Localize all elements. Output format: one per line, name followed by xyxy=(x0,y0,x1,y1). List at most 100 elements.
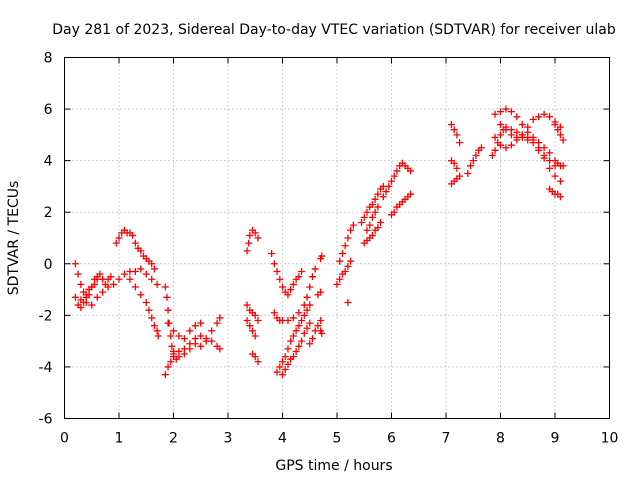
data-point xyxy=(213,319,221,327)
data-point xyxy=(153,280,161,288)
data-point xyxy=(344,298,352,306)
data-point xyxy=(341,242,349,250)
plot-frame xyxy=(64,57,610,419)
data-point xyxy=(513,113,521,121)
data-point xyxy=(318,329,326,337)
data-point xyxy=(99,288,107,296)
data-point xyxy=(306,301,314,309)
data-point xyxy=(164,363,172,371)
data-point xyxy=(208,327,216,335)
data-point xyxy=(276,275,284,283)
data-point xyxy=(507,141,515,149)
data-point xyxy=(368,213,376,221)
series-arc-14 xyxy=(268,249,306,299)
data-point xyxy=(279,371,286,379)
data-point xyxy=(502,144,510,152)
data-point xyxy=(368,231,376,239)
data-point xyxy=(450,159,458,167)
data-point xyxy=(317,317,325,325)
data-point xyxy=(268,249,276,257)
data-point xyxy=(243,247,251,255)
data-point xyxy=(71,260,79,268)
series-arc-29 xyxy=(388,190,415,219)
y-tick-label: 4 xyxy=(44,154,53,170)
data-point xyxy=(197,332,205,340)
data-point xyxy=(529,133,537,141)
data-point xyxy=(186,345,194,353)
data-point xyxy=(559,162,567,170)
data-point xyxy=(202,337,210,345)
data-point xyxy=(110,280,118,288)
data-point xyxy=(341,268,349,276)
data-point xyxy=(497,131,504,139)
data-point xyxy=(163,293,171,301)
data-point xyxy=(77,280,85,288)
y-tick-labels: -6 -4 -2 0 2 4 6 8 xyxy=(39,51,53,428)
data-point xyxy=(270,309,278,317)
data-point xyxy=(90,280,98,288)
y-axis-label: SDTVAR / TECUs xyxy=(6,181,22,296)
data-point xyxy=(382,188,390,196)
series-arc-24 xyxy=(344,298,352,306)
data-point xyxy=(216,314,224,322)
data-point xyxy=(191,322,199,330)
data-point xyxy=(281,366,289,374)
data-point xyxy=(453,164,461,172)
data-point xyxy=(472,151,480,159)
data-point xyxy=(216,345,224,353)
data-point xyxy=(246,231,254,239)
data-point xyxy=(306,319,314,327)
data-point xyxy=(298,317,306,325)
data-point xyxy=(338,249,346,257)
data-point xyxy=(497,108,504,116)
data-point xyxy=(245,239,253,247)
data-point xyxy=(349,221,357,229)
data-point xyxy=(308,335,316,343)
data-point xyxy=(529,115,537,123)
data-point xyxy=(254,234,262,242)
data-point xyxy=(148,314,156,322)
series-arc-31 xyxy=(447,157,461,172)
chart-title: Day 281 of 2023, Sidereal Day-to-day VTE… xyxy=(52,22,616,38)
data-point xyxy=(295,309,303,317)
y-tick-label: 2 xyxy=(44,205,53,221)
data-point xyxy=(333,280,341,288)
data-point xyxy=(77,296,85,304)
data-point xyxy=(385,182,393,190)
data-point xyxy=(71,293,79,301)
data-point xyxy=(148,275,156,283)
data-point xyxy=(254,358,262,366)
y-tick-label: 0 xyxy=(44,257,53,273)
data-point xyxy=(502,105,510,113)
data-point xyxy=(374,224,382,232)
data-point xyxy=(507,131,515,139)
data-point xyxy=(131,268,139,276)
data-point xyxy=(289,314,297,322)
data-point xyxy=(137,265,145,273)
x-tick-labels: 0 1 2 3 4 5 6 7 8 9 10 xyxy=(60,431,618,447)
data-point xyxy=(186,327,194,335)
series-arc-22 xyxy=(333,257,355,288)
data-point xyxy=(279,283,286,291)
data-point xyxy=(170,327,177,335)
series-arc-26 xyxy=(360,219,385,247)
series-arc-11 xyxy=(243,301,262,325)
data-point xyxy=(153,327,161,335)
series-arc-09 xyxy=(170,314,224,361)
data-point xyxy=(197,319,205,327)
data-point xyxy=(129,231,137,239)
series-arc-16 xyxy=(273,301,314,376)
data-point xyxy=(366,221,374,229)
data-point xyxy=(318,252,326,260)
data-point xyxy=(150,322,158,330)
data-point xyxy=(168,342,176,350)
series-arc-27 xyxy=(363,203,382,234)
data-point xyxy=(407,167,415,175)
data-point xyxy=(180,335,188,343)
data-point xyxy=(126,275,134,283)
data-point xyxy=(164,319,172,327)
data-point xyxy=(306,283,314,291)
x-tick-label: 10 xyxy=(601,431,619,447)
data-point xyxy=(546,149,554,157)
data-point xyxy=(360,213,368,221)
